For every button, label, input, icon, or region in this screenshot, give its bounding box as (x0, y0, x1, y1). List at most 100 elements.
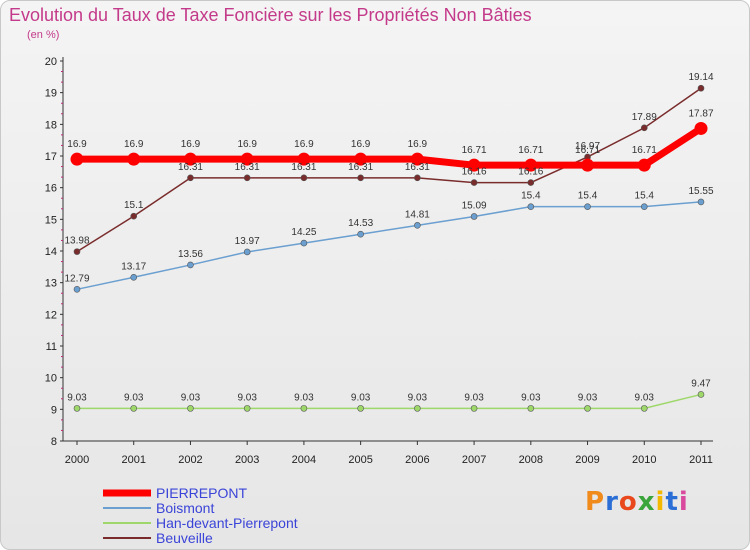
data-label: 15.4 (578, 191, 598, 202)
data-point (187, 405, 194, 412)
legend-label: Han-devant-Pierrepont (156, 515, 298, 531)
y-tick-label: 9 (51, 404, 57, 416)
data-point (584, 203, 591, 210)
x-tick-label: 2003 (235, 454, 259, 466)
data-point (240, 152, 254, 166)
data-point (73, 286, 81, 293)
data-point (357, 174, 364, 182)
data-point (470, 213, 478, 220)
logo-letter: i (655, 487, 666, 517)
data-label: 9.03 (294, 392, 314, 403)
data-label: 16.97 (575, 141, 600, 152)
data-point (243, 405, 251, 412)
y-tick-label: 20 (45, 56, 57, 68)
legend-label: Beuveille (156, 530, 213, 546)
data-point (73, 248, 81, 255)
data-label: 17.87 (688, 108, 713, 119)
data-point (187, 174, 194, 182)
data-label: 13.17 (121, 261, 146, 272)
series-line-boismont (76, 201, 702, 291)
data-point (300, 239, 308, 247)
logo-letter: x (637, 487, 656, 517)
data-label: 16.31 (348, 162, 373, 173)
data-label: 16.9 (237, 139, 257, 150)
data-label: 16.9 (294, 139, 314, 150)
data-point (354, 152, 368, 166)
data-point (300, 405, 308, 412)
data-point (640, 203, 648, 210)
data-label: 16.16 (462, 167, 487, 178)
data-point (130, 405, 138, 412)
y-tick-label: 15 (45, 214, 57, 226)
data-label: 15.09 (462, 200, 487, 211)
data-label: 9.03 (408, 392, 428, 403)
data-point (414, 222, 421, 229)
data-point (697, 391, 705, 398)
data-label: 15.55 (688, 186, 713, 197)
y-tick-label: 19 (45, 88, 57, 100)
data-point (300, 174, 308, 182)
data-label: 15.4 (635, 191, 655, 202)
data-label: 13.98 (64, 236, 89, 247)
x-tick-label: 2002 (178, 454, 202, 466)
x-tick-label: 2009 (575, 454, 599, 466)
data-point (697, 84, 705, 92)
data-label: 16.31 (405, 162, 430, 173)
logo-letter: t (665, 487, 679, 517)
y-tick-label: 18 (45, 119, 57, 131)
data-point (694, 121, 708, 135)
data-point (527, 405, 535, 412)
x-tick-label: 2008 (519, 454, 543, 466)
data-label: 9.03 (578, 392, 598, 403)
data-point (637, 158, 651, 172)
data-point (297, 152, 311, 166)
legend-label: Boismont (156, 500, 214, 516)
data-label: 16.9 (67, 139, 87, 150)
data-label: 14.53 (348, 218, 373, 229)
data-label: 9.03 (635, 392, 655, 403)
data-label: 9.03 (181, 392, 201, 403)
data-point (243, 174, 251, 182)
data-point (183, 152, 197, 166)
x-tick-label: 2004 (292, 454, 316, 466)
data-label: 16.71 (462, 145, 487, 156)
data-label: 9.03 (521, 392, 541, 403)
data-point (243, 248, 251, 256)
logo-letter: P (585, 487, 606, 517)
data-point (130, 273, 138, 281)
data-label: 16.71 (518, 145, 543, 156)
data-label: 14.25 (291, 227, 316, 238)
data-label: 16.31 (291, 162, 316, 173)
data-point (70, 152, 84, 166)
logo-letter: r (605, 487, 619, 517)
y-axis-unit: (en %) (27, 29, 60, 41)
data-label: 15.4 (521, 191, 541, 202)
legend-label: PIERREPONT (156, 485, 247, 501)
y-tick-label: 14 (45, 246, 57, 258)
logo-letter: o (618, 487, 638, 517)
data-label: 17.89 (632, 112, 657, 123)
chart-title: Evolution du Taux de Taxe Foncière sur l… (9, 5, 532, 25)
data-label: 14.81 (405, 209, 430, 220)
data-point (470, 405, 478, 412)
data-point (357, 405, 364, 412)
data-label: 9.03 (124, 392, 144, 403)
data-label: 16.9 (124, 139, 144, 150)
data-label: 16.31 (235, 162, 260, 173)
data-point (73, 405, 81, 412)
data-point (357, 230, 364, 238)
data-point (414, 174, 421, 182)
data-point (697, 198, 705, 206)
x-tick-label: 2007 (462, 454, 486, 466)
data-label: 9.03 (237, 392, 257, 403)
data-label: 12.79 (64, 273, 89, 284)
x-tick-label: 2010 (632, 454, 656, 466)
data-point (581, 158, 595, 172)
y-tick-label: 17 (45, 151, 57, 163)
data-point (187, 261, 194, 269)
data-label: 9.03 (464, 392, 484, 403)
y-tick-label: 8 (51, 436, 57, 448)
data-label: 16.71 (575, 145, 600, 156)
